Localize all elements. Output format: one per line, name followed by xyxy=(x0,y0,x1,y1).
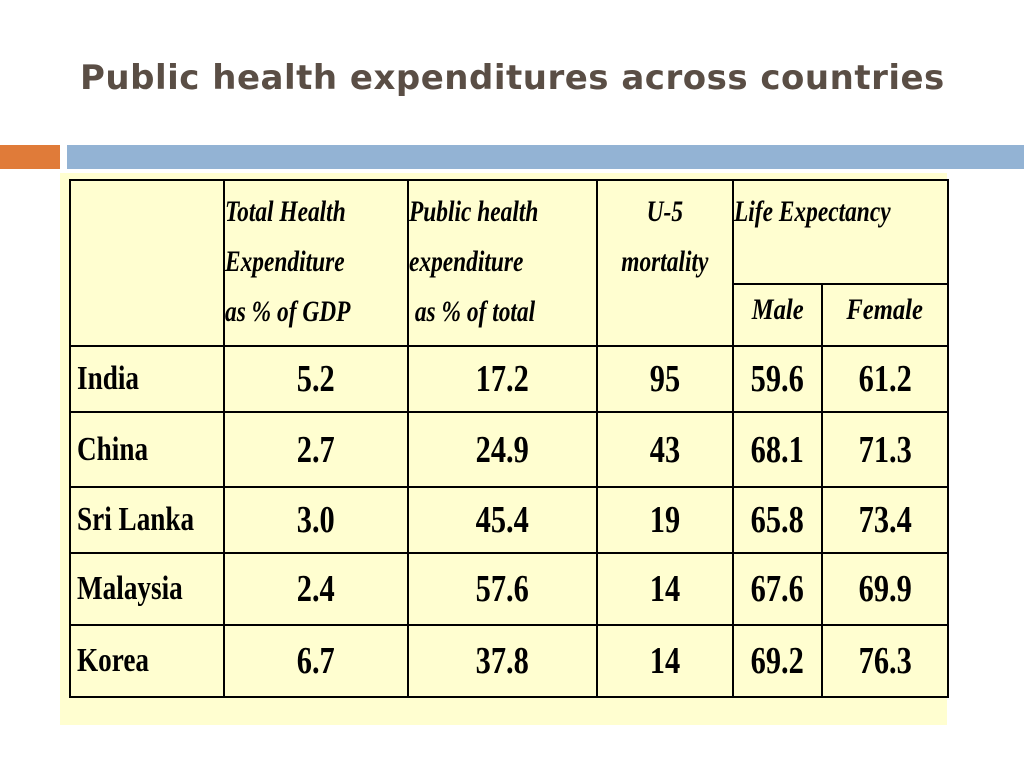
female-life-cell: 73.4 xyxy=(820,486,949,554)
total-health-cell: 2.4 xyxy=(223,552,409,626)
header-total-health-line1: Total Health xyxy=(225,195,347,228)
public-health-cell: 57.6 xyxy=(406,552,599,626)
header-empty-cell xyxy=(68,179,226,347)
header-public-health-line2: expenditure xyxy=(408,245,524,278)
total-health-cell: 6.7 xyxy=(223,624,409,698)
public-health-cell: 24.9 xyxy=(406,411,599,488)
total-health-cell: 3.0 xyxy=(223,486,409,554)
header-public-health: Public health expenditure as % of total xyxy=(406,179,599,347)
header-total-health-line3: as % of GDP xyxy=(225,295,351,328)
header-public-health-line1: Public health xyxy=(408,195,539,228)
header-female-label: Female xyxy=(846,293,924,326)
header-male-label: Male xyxy=(751,293,804,326)
male-life-cell: 68.1 xyxy=(731,411,823,488)
table-row: Malaysia 2.4 57.6 14 67.6 69.9 xyxy=(68,552,949,626)
header-u5-line2: mortality xyxy=(621,245,709,278)
header-male: Male xyxy=(731,283,823,347)
table-row: Korea 6.7 37.8 14 69.2 76.3 xyxy=(68,624,949,698)
header-total-health: Total Health Expenditure as % of GDP xyxy=(223,179,409,347)
public-health-cell: 45.4 xyxy=(406,486,599,554)
total-health-cell: 2.7 xyxy=(223,411,409,488)
female-life-cell: 71.3 xyxy=(820,411,949,488)
accent-bar-blue xyxy=(67,145,1024,169)
health-expenditure-table: Total Health Expenditure as % of GDP Pub… xyxy=(68,179,950,698)
header-u5-line1: U-5 xyxy=(646,195,684,228)
accent-bar-orange xyxy=(0,145,60,169)
country-cell: Sri Lanka xyxy=(68,486,226,554)
country-cell: Malaysia xyxy=(68,552,226,626)
male-life-cell: 67.6 xyxy=(731,552,823,626)
header-life-expectancy-label: Life Expectancy xyxy=(733,195,891,228)
header-life-expectancy: Life Expectancy xyxy=(731,179,950,285)
country-cell: China xyxy=(68,411,226,488)
table-row: Sri Lanka 3.0 45.4 19 65.8 73.4 xyxy=(68,486,949,554)
header-public-health-line3: as % of total xyxy=(408,295,536,328)
u5-mortality-cell: 95 xyxy=(596,345,734,413)
female-life-cell: 69.9 xyxy=(820,552,949,626)
header-u5-mortality: U-5 mortality xyxy=(596,179,734,347)
male-life-cell: 59.6 xyxy=(731,345,823,413)
public-health-cell: 37.8 xyxy=(406,624,599,698)
male-life-cell: 69.2 xyxy=(731,624,823,698)
public-health-cell: 17.2 xyxy=(406,345,599,413)
slide-title: Public health expenditures across countr… xyxy=(80,58,945,98)
country-cell: India xyxy=(68,345,226,413)
u5-mortality-cell: 14 xyxy=(596,624,734,698)
female-life-cell: 61.2 xyxy=(820,345,949,413)
total-health-cell: 5.2 xyxy=(223,345,409,413)
u5-mortality-cell: 19 xyxy=(596,486,734,554)
female-life-cell: 76.3 xyxy=(820,624,949,698)
table-row: India 5.2 17.2 95 59.6 61.2 xyxy=(68,345,949,413)
male-life-cell: 65.8 xyxy=(731,486,823,554)
table-row: China 2.7 24.9 43 68.1 71.3 xyxy=(68,411,949,488)
header-total-health-line2: Expenditure xyxy=(225,245,346,278)
header-female: Female xyxy=(820,283,949,347)
u5-mortality-cell: 14 xyxy=(596,552,734,626)
country-cell: Korea xyxy=(68,624,226,698)
u5-mortality-cell: 43 xyxy=(596,411,734,488)
